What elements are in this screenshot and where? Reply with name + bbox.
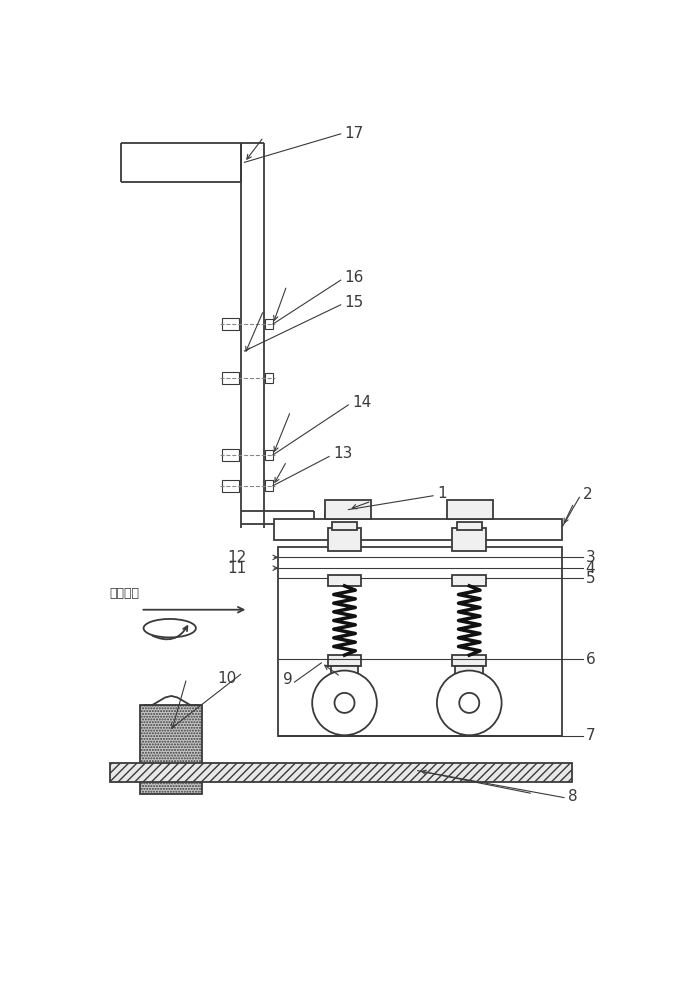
Bar	[457, 522, 481, 530]
Bar	[331, 666, 359, 675]
Bar	[456, 666, 483, 675]
Text: 16: 16	[344, 270, 364, 285]
Text: 9: 9	[283, 672, 293, 687]
Bar	[327, 655, 361, 666]
Bar	[325, 500, 371, 519]
Bar	[265, 480, 273, 491]
Bar	[222, 449, 239, 461]
Ellipse shape	[143, 619, 196, 637]
Text: 8: 8	[568, 789, 577, 804]
Bar	[278, 547, 562, 736]
Circle shape	[335, 693, 354, 713]
Bar	[332, 522, 357, 530]
Bar	[274, 519, 562, 540]
Text: 13: 13	[333, 446, 352, 461]
Bar	[452, 528, 486, 551]
Bar	[447, 500, 493, 519]
Bar	[222, 318, 239, 330]
Text: 15: 15	[344, 295, 364, 310]
Text: 6: 6	[585, 652, 595, 666]
Text: 10: 10	[217, 671, 237, 686]
Bar	[327, 575, 361, 586]
Circle shape	[312, 671, 377, 735]
Bar	[327, 528, 361, 551]
Bar	[222, 480, 239, 492]
Text: 4: 4	[585, 561, 595, 576]
Circle shape	[459, 693, 479, 713]
Text: 3: 3	[585, 550, 595, 565]
Text: 7: 7	[585, 728, 595, 744]
Text: 14: 14	[352, 395, 371, 410]
Bar	[222, 372, 239, 384]
Circle shape	[437, 671, 502, 735]
Text: 5: 5	[585, 571, 595, 586]
Bar	[265, 373, 273, 383]
Text: 2: 2	[583, 487, 593, 502]
Text: 12: 12	[227, 550, 246, 565]
Bar	[141, 705, 202, 794]
Bar	[452, 655, 486, 666]
Bar	[265, 450, 273, 460]
Text: 11: 11	[227, 561, 246, 576]
Text: 17: 17	[344, 126, 364, 141]
Bar	[110, 763, 572, 782]
Bar	[265, 319, 273, 329]
Text: 焊接方向: 焊接方向	[110, 587, 140, 600]
Bar	[452, 575, 486, 586]
Text: 1: 1	[437, 486, 447, 501]
